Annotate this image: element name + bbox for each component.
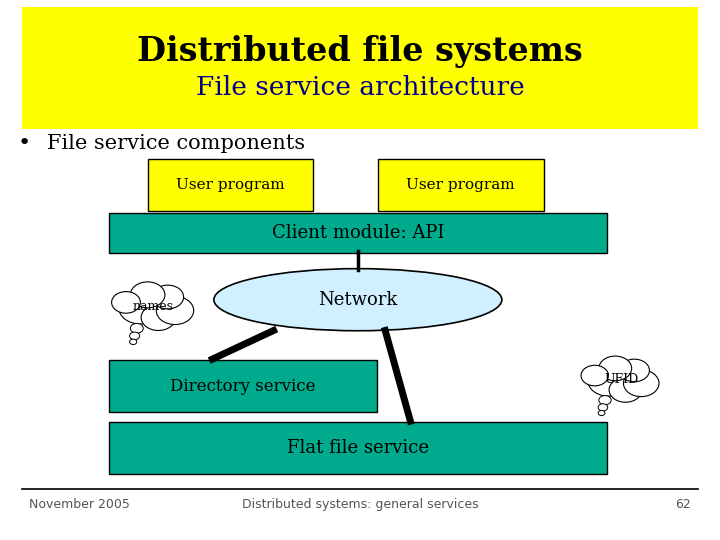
Text: UFID: UFID bbox=[604, 373, 639, 386]
Text: Distributed systems: general services: Distributed systems: general services bbox=[242, 498, 478, 511]
Text: November 2005: November 2005 bbox=[29, 498, 130, 511]
Ellipse shape bbox=[112, 292, 140, 313]
Ellipse shape bbox=[141, 305, 176, 330]
Ellipse shape bbox=[214, 268, 502, 330]
Ellipse shape bbox=[624, 370, 659, 396]
Text: User program: User program bbox=[176, 178, 284, 192]
Ellipse shape bbox=[156, 296, 194, 325]
Ellipse shape bbox=[130, 323, 143, 333]
FancyBboxPatch shape bbox=[148, 159, 313, 211]
Ellipse shape bbox=[609, 377, 642, 402]
Text: Network: Network bbox=[318, 291, 397, 309]
Text: File service components: File service components bbox=[47, 133, 305, 153]
Text: User program: User program bbox=[407, 178, 515, 192]
Ellipse shape bbox=[599, 396, 611, 405]
FancyBboxPatch shape bbox=[109, 360, 377, 412]
Ellipse shape bbox=[152, 285, 184, 309]
Text: •: • bbox=[18, 133, 31, 153]
Ellipse shape bbox=[119, 292, 162, 324]
Text: Directory service: Directory service bbox=[170, 377, 315, 395]
Text: 62: 62 bbox=[675, 498, 691, 511]
Ellipse shape bbox=[130, 339, 137, 345]
FancyBboxPatch shape bbox=[109, 422, 607, 474]
FancyBboxPatch shape bbox=[378, 159, 544, 211]
Ellipse shape bbox=[581, 365, 608, 386]
Ellipse shape bbox=[598, 404, 608, 411]
Ellipse shape bbox=[599, 356, 631, 381]
Ellipse shape bbox=[130, 282, 165, 308]
Text: Client module: API: Client module: API bbox=[271, 224, 444, 242]
Text: File service architecture: File service architecture bbox=[196, 75, 524, 100]
Ellipse shape bbox=[130, 332, 140, 340]
Ellipse shape bbox=[619, 359, 649, 382]
Text: names: names bbox=[133, 300, 174, 313]
Ellipse shape bbox=[588, 366, 629, 396]
Text: Distributed file systems: Distributed file systems bbox=[137, 35, 583, 68]
Text: Flat file service: Flat file service bbox=[287, 439, 429, 457]
Ellipse shape bbox=[598, 410, 605, 416]
FancyBboxPatch shape bbox=[109, 213, 607, 253]
FancyBboxPatch shape bbox=[22, 7, 698, 129]
